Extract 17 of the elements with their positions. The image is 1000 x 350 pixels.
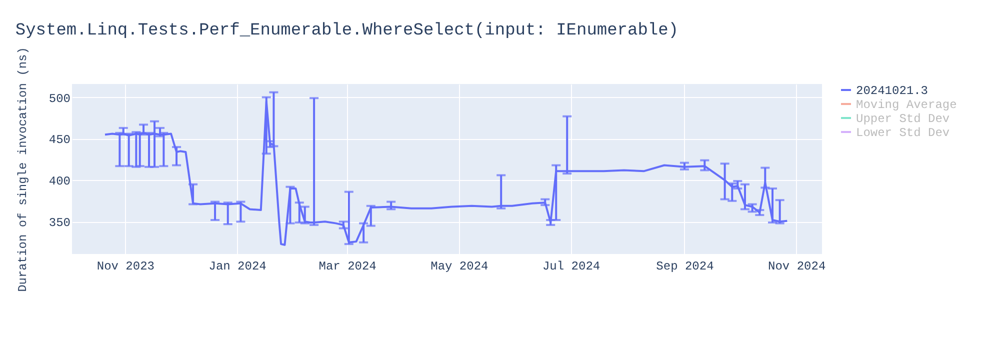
x-tick-label: Nov 2023	[96, 260, 154, 274]
x-tick-label: Mar 2024	[318, 260, 376, 274]
legend-label: Upper Std Dev	[856, 112, 950, 126]
y-axis-title: Duration of single invocation (ns)	[16, 47, 30, 292]
chart-title: System.Linq.Tests.Perf_Enumerable.WhereSelect(input: IEnumerable)	[15, 22, 679, 41]
y-tick-label: 450	[48, 133, 70, 148]
legend-label: Moving Average	[856, 98, 957, 112]
x-tick-label: Jul 2024	[542, 260, 600, 274]
x-tick-label: Jan 2024	[208, 260, 266, 274]
y-tick-label: 500	[48, 92, 70, 106]
legend-label: 20241021.3	[856, 84, 928, 98]
x-tick-label: May 2024	[430, 260, 488, 274]
x-tick-label: Sep 2024	[656, 260, 714, 274]
x-tick-label: Nov 2024	[768, 260, 826, 274]
y-tick-label: 400	[48, 174, 70, 189]
y-tick-label: 350	[48, 216, 70, 230]
legend-label: Lower Std Dev	[856, 126, 950, 140]
